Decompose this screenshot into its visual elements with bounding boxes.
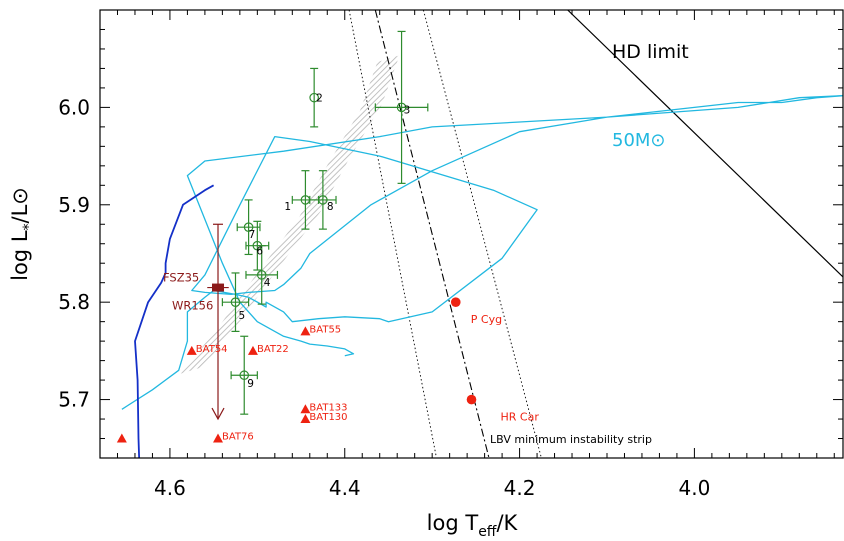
fsz35-marker: [212, 283, 225, 292]
star-1: [291, 170, 320, 230]
bat-marker-BAT55: [300, 326, 311, 336]
x-axis-label: log Teff/K: [427, 511, 519, 540]
strip-right-line: [422, 10, 542, 458]
y-axis-label: log L*/L⊙: [8, 187, 37, 281]
bat-marker-BAT133: [300, 404, 311, 414]
bat-label-BAT133: BAT133: [309, 402, 347, 413]
wr156-label: WR156: [172, 299, 213, 313]
bat-label-BAT22: BAT22: [257, 344, 289, 355]
strip-left-line: [348, 10, 437, 458]
bat-label-BAT130: BAT130: [309, 412, 347, 423]
star-marker: [396, 102, 407, 113]
star-4: [245, 245, 279, 305]
bat-label-BAT55: BAT55: [309, 324, 341, 335]
star-label-7: 7: [249, 229, 256, 241]
bat-marker-unlabeled: [116, 433, 127, 443]
track-zams-dark: [134, 184, 215, 458]
fsz35-arrow-head: [211, 407, 225, 421]
star-2: [309, 67, 319, 128]
y-tick-label: 5.9: [58, 193, 90, 217]
star-8: [309, 170, 337, 230]
strip-center-line: [374, 10, 490, 458]
hatched-band: [180, 55, 400, 374]
star-label-4: 4: [264, 277, 271, 289]
lbv-marker: [450, 297, 461, 307]
star-3: [374, 30, 429, 184]
x-tick-label: 4.0: [678, 476, 710, 500]
star-label-6: 6: [256, 246, 263, 258]
star-label-5: 5: [238, 310, 245, 322]
star-label-3: 3: [404, 104, 411, 116]
y-tick-label: 6.0: [58, 95, 90, 119]
bat-label-BAT54: BAT54: [196, 344, 228, 355]
hd-limit-line: [567, 10, 843, 278]
x-tick-label: 4.6: [154, 476, 186, 500]
star-marker: [230, 297, 241, 307]
star-marker: [318, 195, 328, 205]
star-label-9: 9: [247, 378, 254, 390]
track-50msun: [121, 95, 843, 410]
x-tick-label: 4.4: [329, 476, 361, 500]
bat-marker-BAT54: [186, 345, 197, 355]
fsz35-label: FSZ35: [163, 271, 199, 285]
star-label-2: 2: [316, 93, 323, 105]
star-marker: [256, 270, 267, 280]
y-tick-label: 5.8: [58, 290, 90, 314]
star-label-8: 8: [327, 201, 334, 213]
lbv-label: P Cyg: [471, 313, 502, 326]
strip-label: LBV minimum instability strip: [490, 433, 652, 446]
lbv-marker: [466, 394, 477, 405]
bat-marker-BAT76: [213, 433, 224, 443]
bat-marker-BAT22: [247, 345, 258, 355]
star-marker: [309, 92, 319, 103]
star-marker: [243, 222, 254, 232]
plot-frame: [99, 9, 844, 459]
bat-label-BAT76: BAT76: [222, 432, 254, 443]
x-tick-label: 4.2: [504, 476, 536, 500]
bat-marker-BAT130: [300, 414, 311, 424]
star-5: [221, 272, 250, 332]
lbv-label: HR Car: [501, 411, 540, 424]
track-50msun-label: 50M⊙: [612, 130, 666, 151]
hd-limit-label: HD limit: [612, 41, 689, 63]
star-9: [230, 335, 258, 415]
star-label-1: 1: [284, 201, 291, 213]
y-tick-label: 5.7: [58, 388, 90, 412]
star-marker: [239, 370, 250, 381]
